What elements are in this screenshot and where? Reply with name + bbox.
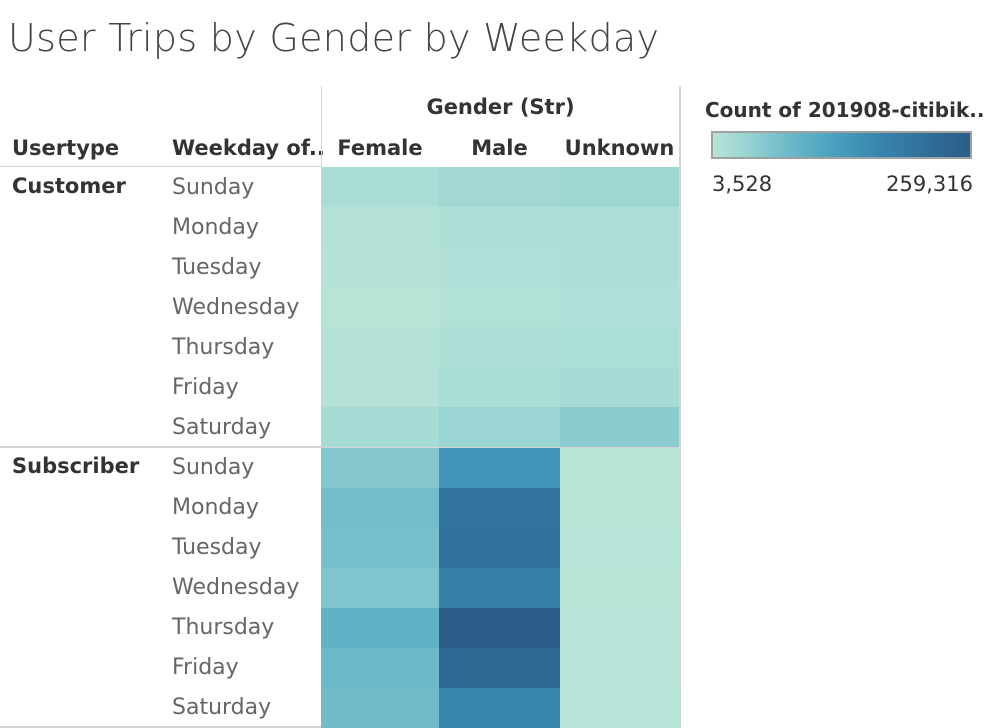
heatmap-cell-subscriber-wednesday-male[interactable] [439, 568, 560, 608]
heatmap-cell-subscriber-friday-female[interactable] [321, 648, 439, 688]
heatmap-cell-subscriber-monday-female[interactable] [321, 488, 439, 528]
heatmap-cell-subscriber-sunday-unknown[interactable] [560, 448, 679, 488]
gender-group-header[interactable]: Gender (Str) [426, 95, 575, 119]
heatmap-cell-customer-monday-male[interactable] [439, 207, 560, 247]
legend-title[interactable]: Count of 201908-citibik.. [705, 98, 984, 122]
heatmap-cell-subscriber-saturday-female[interactable] [321, 688, 439, 728]
heatmap-cell-subscriber-saturday-unknown[interactable] [560, 688, 679, 728]
heatmap-cell-subscriber-monday-unknown[interactable] [560, 488, 679, 528]
heatmap-cell-customer-thursday-male[interactable] [439, 327, 560, 367]
heatmap-cell-customer-friday-male[interactable] [439, 367, 560, 407]
weekday-label: Monday [172, 495, 259, 520]
weekday-header[interactable]: Weekday of.. [172, 136, 325, 160]
heatmap-cell-subscriber-tuesday-male[interactable] [439, 528, 560, 568]
heatmap-cell-customer-wednesday-unknown[interactable] [560, 287, 679, 327]
weekday-label: Wednesday [172, 575, 300, 600]
heatmap-cell-subscriber-sunday-female[interactable] [321, 448, 439, 488]
heatmap-cell-subscriber-sunday-male[interactable] [439, 448, 560, 488]
heatmap-cell-customer-friday-unknown[interactable] [560, 367, 679, 407]
heatmap-cell-customer-thursday-unknown[interactable] [560, 327, 679, 367]
heatmap-cell-customer-sunday-unknown[interactable] [560, 167, 679, 207]
heatmap-cell-subscriber-saturday-male[interactable] [439, 688, 560, 728]
weekday-label: Wednesday [172, 295, 300, 320]
heatmap-cell-customer-saturday-male[interactable] [439, 407, 560, 447]
weekday-label: Sunday [172, 455, 255, 480]
weekday-label: Friday [172, 655, 239, 680]
usertype-label-subscriber: Subscriber [12, 454, 140, 478]
weekday-label: Saturday [172, 415, 272, 440]
heatmap-cell-subscriber-monday-male[interactable] [439, 488, 560, 528]
column-header-female[interactable]: Female [337, 136, 423, 160]
heatmap-cell-subscriber-thursday-male[interactable] [439, 608, 560, 648]
weekday-label: Thursday [172, 335, 275, 360]
weekday-label: Tuesday [172, 535, 262, 560]
heatmap-cell-customer-monday-female[interactable] [321, 207, 439, 247]
color-legend-bar [711, 131, 972, 159]
usertype-header[interactable]: Usertype [12, 136, 120, 160]
heatmap-cell-subscriber-friday-male[interactable] [439, 648, 560, 688]
heatmap-cell-customer-tuesday-unknown[interactable] [560, 247, 679, 287]
heatmap-cell-customer-saturday-unknown[interactable] [560, 407, 679, 447]
header-divider [0, 166, 321, 167]
heatmap-cell-customer-tuesday-male[interactable] [439, 247, 560, 287]
heatmap-cell-customer-wednesday-female[interactable] [321, 287, 439, 327]
heatmap-cell-customer-wednesday-male[interactable] [439, 287, 560, 327]
heatmap-cell-subscriber-friday-unknown[interactable] [560, 648, 679, 688]
heatmap-cell-subscriber-tuesday-female[interactable] [321, 528, 439, 568]
heatmap-cell-customer-monday-unknown[interactable] [560, 207, 679, 247]
chart-title: User Trips by Gender by Weekday [8, 16, 660, 60]
weekday-label: Sunday [172, 175, 255, 200]
heatmap-cell-subscriber-thursday-unknown[interactable] [560, 608, 679, 648]
heatmap-cell-customer-saturday-female[interactable] [321, 407, 439, 447]
weekday-label: Thursday [172, 615, 275, 640]
heatmap-cell-subscriber-tuesday-unknown[interactable] [560, 528, 679, 568]
weekday-label: Tuesday [172, 255, 262, 280]
right-pane-divider [679, 86, 681, 728]
column-header-unknown[interactable]: Unknown [564, 136, 675, 160]
heatmap-cell-subscriber-wednesday-unknown[interactable] [560, 568, 679, 608]
weekday-label: Monday [172, 215, 259, 240]
usertype-label-customer: Customer [12, 174, 126, 198]
heatmap-cell-customer-friday-female[interactable] [321, 367, 439, 407]
heatmap-cell-customer-tuesday-female[interactable] [321, 247, 439, 287]
column-header-male[interactable]: Male [471, 136, 528, 160]
weekday-label: Friday [172, 375, 239, 400]
heatmap-cell-subscriber-wednesday-female[interactable] [321, 568, 439, 608]
weekday-label: Saturday [172, 695, 272, 720]
heatmap-cell-customer-sunday-female[interactable] [321, 167, 439, 207]
heatmap-cell-subscriber-thursday-female[interactable] [321, 608, 439, 648]
legend-max-label: 259,316 [886, 172, 973, 196]
heatmap-cell-customer-sunday-male[interactable] [439, 167, 560, 207]
heatmap-cell-customer-thursday-female[interactable] [321, 327, 439, 367]
legend-min-label: 3,528 [712, 172, 773, 196]
